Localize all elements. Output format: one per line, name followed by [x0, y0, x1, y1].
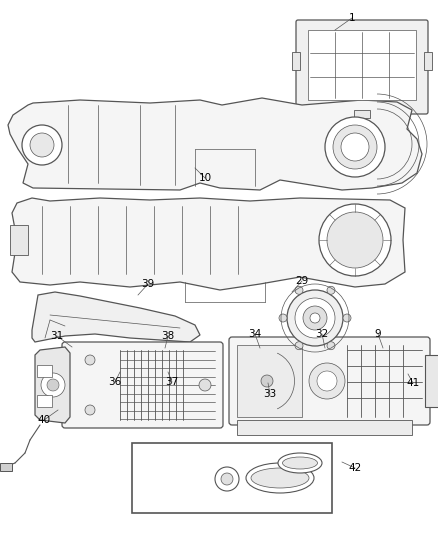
Circle shape: [327, 212, 383, 268]
FancyBboxPatch shape: [137, 448, 205, 482]
Circle shape: [317, 371, 337, 391]
Bar: [132, 443, 332, 513]
Ellipse shape: [278, 453, 322, 473]
Circle shape: [85, 355, 95, 365]
Circle shape: [327, 286, 335, 294]
Circle shape: [199, 379, 211, 391]
Text: 31: 31: [50, 331, 64, 341]
Circle shape: [41, 373, 65, 397]
Circle shape: [333, 125, 377, 169]
Ellipse shape: [283, 457, 318, 469]
Polygon shape: [12, 198, 405, 290]
Text: 41: 41: [406, 378, 420, 388]
Circle shape: [22, 125, 62, 165]
FancyBboxPatch shape: [229, 337, 430, 425]
Text: 37: 37: [166, 377, 179, 387]
Circle shape: [325, 117, 385, 177]
Circle shape: [261, 375, 273, 387]
Circle shape: [343, 314, 351, 322]
Bar: [10, 225, 28, 255]
Bar: [37, 395, 52, 407]
Text: 39: 39: [141, 279, 155, 289]
Text: 33: 33: [263, 389, 277, 399]
Text: 10: 10: [198, 173, 212, 183]
FancyBboxPatch shape: [62, 342, 223, 428]
Bar: [424, 52, 432, 70]
Circle shape: [309, 363, 345, 399]
Polygon shape: [35, 347, 70, 423]
Text: 29: 29: [295, 276, 309, 286]
Bar: [0, 463, 12, 471]
Polygon shape: [32, 292, 200, 342]
Bar: [292, 52, 300, 70]
Text: 9: 9: [374, 329, 381, 339]
Text: 38: 38: [161, 331, 175, 341]
Circle shape: [295, 342, 303, 350]
Text: 36: 36: [108, 377, 122, 387]
Bar: [237, 420, 412, 435]
Bar: [37, 365, 52, 377]
Circle shape: [221, 473, 233, 485]
FancyBboxPatch shape: [296, 20, 428, 114]
Bar: [425, 355, 438, 407]
Text: 40: 40: [37, 415, 50, 425]
Text: 32: 32: [315, 329, 328, 339]
Ellipse shape: [246, 463, 314, 493]
Circle shape: [319, 204, 391, 276]
Text: 34: 34: [248, 329, 261, 339]
Circle shape: [341, 133, 369, 161]
Polygon shape: [8, 98, 422, 190]
Circle shape: [310, 313, 320, 323]
Circle shape: [295, 286, 303, 294]
Bar: [308, 30, 416, 100]
Circle shape: [287, 290, 343, 346]
Text: 42: 42: [348, 463, 362, 473]
Polygon shape: [237, 345, 302, 417]
Circle shape: [30, 133, 54, 157]
Bar: [354, 110, 370, 118]
Circle shape: [85, 405, 95, 415]
Circle shape: [215, 467, 239, 491]
Text: 1: 1: [349, 13, 355, 23]
Circle shape: [47, 379, 59, 391]
Circle shape: [327, 342, 335, 350]
Circle shape: [295, 298, 335, 338]
FancyBboxPatch shape: [137, 478, 205, 506]
Circle shape: [279, 314, 287, 322]
Circle shape: [303, 306, 327, 330]
Ellipse shape: [251, 468, 309, 488]
